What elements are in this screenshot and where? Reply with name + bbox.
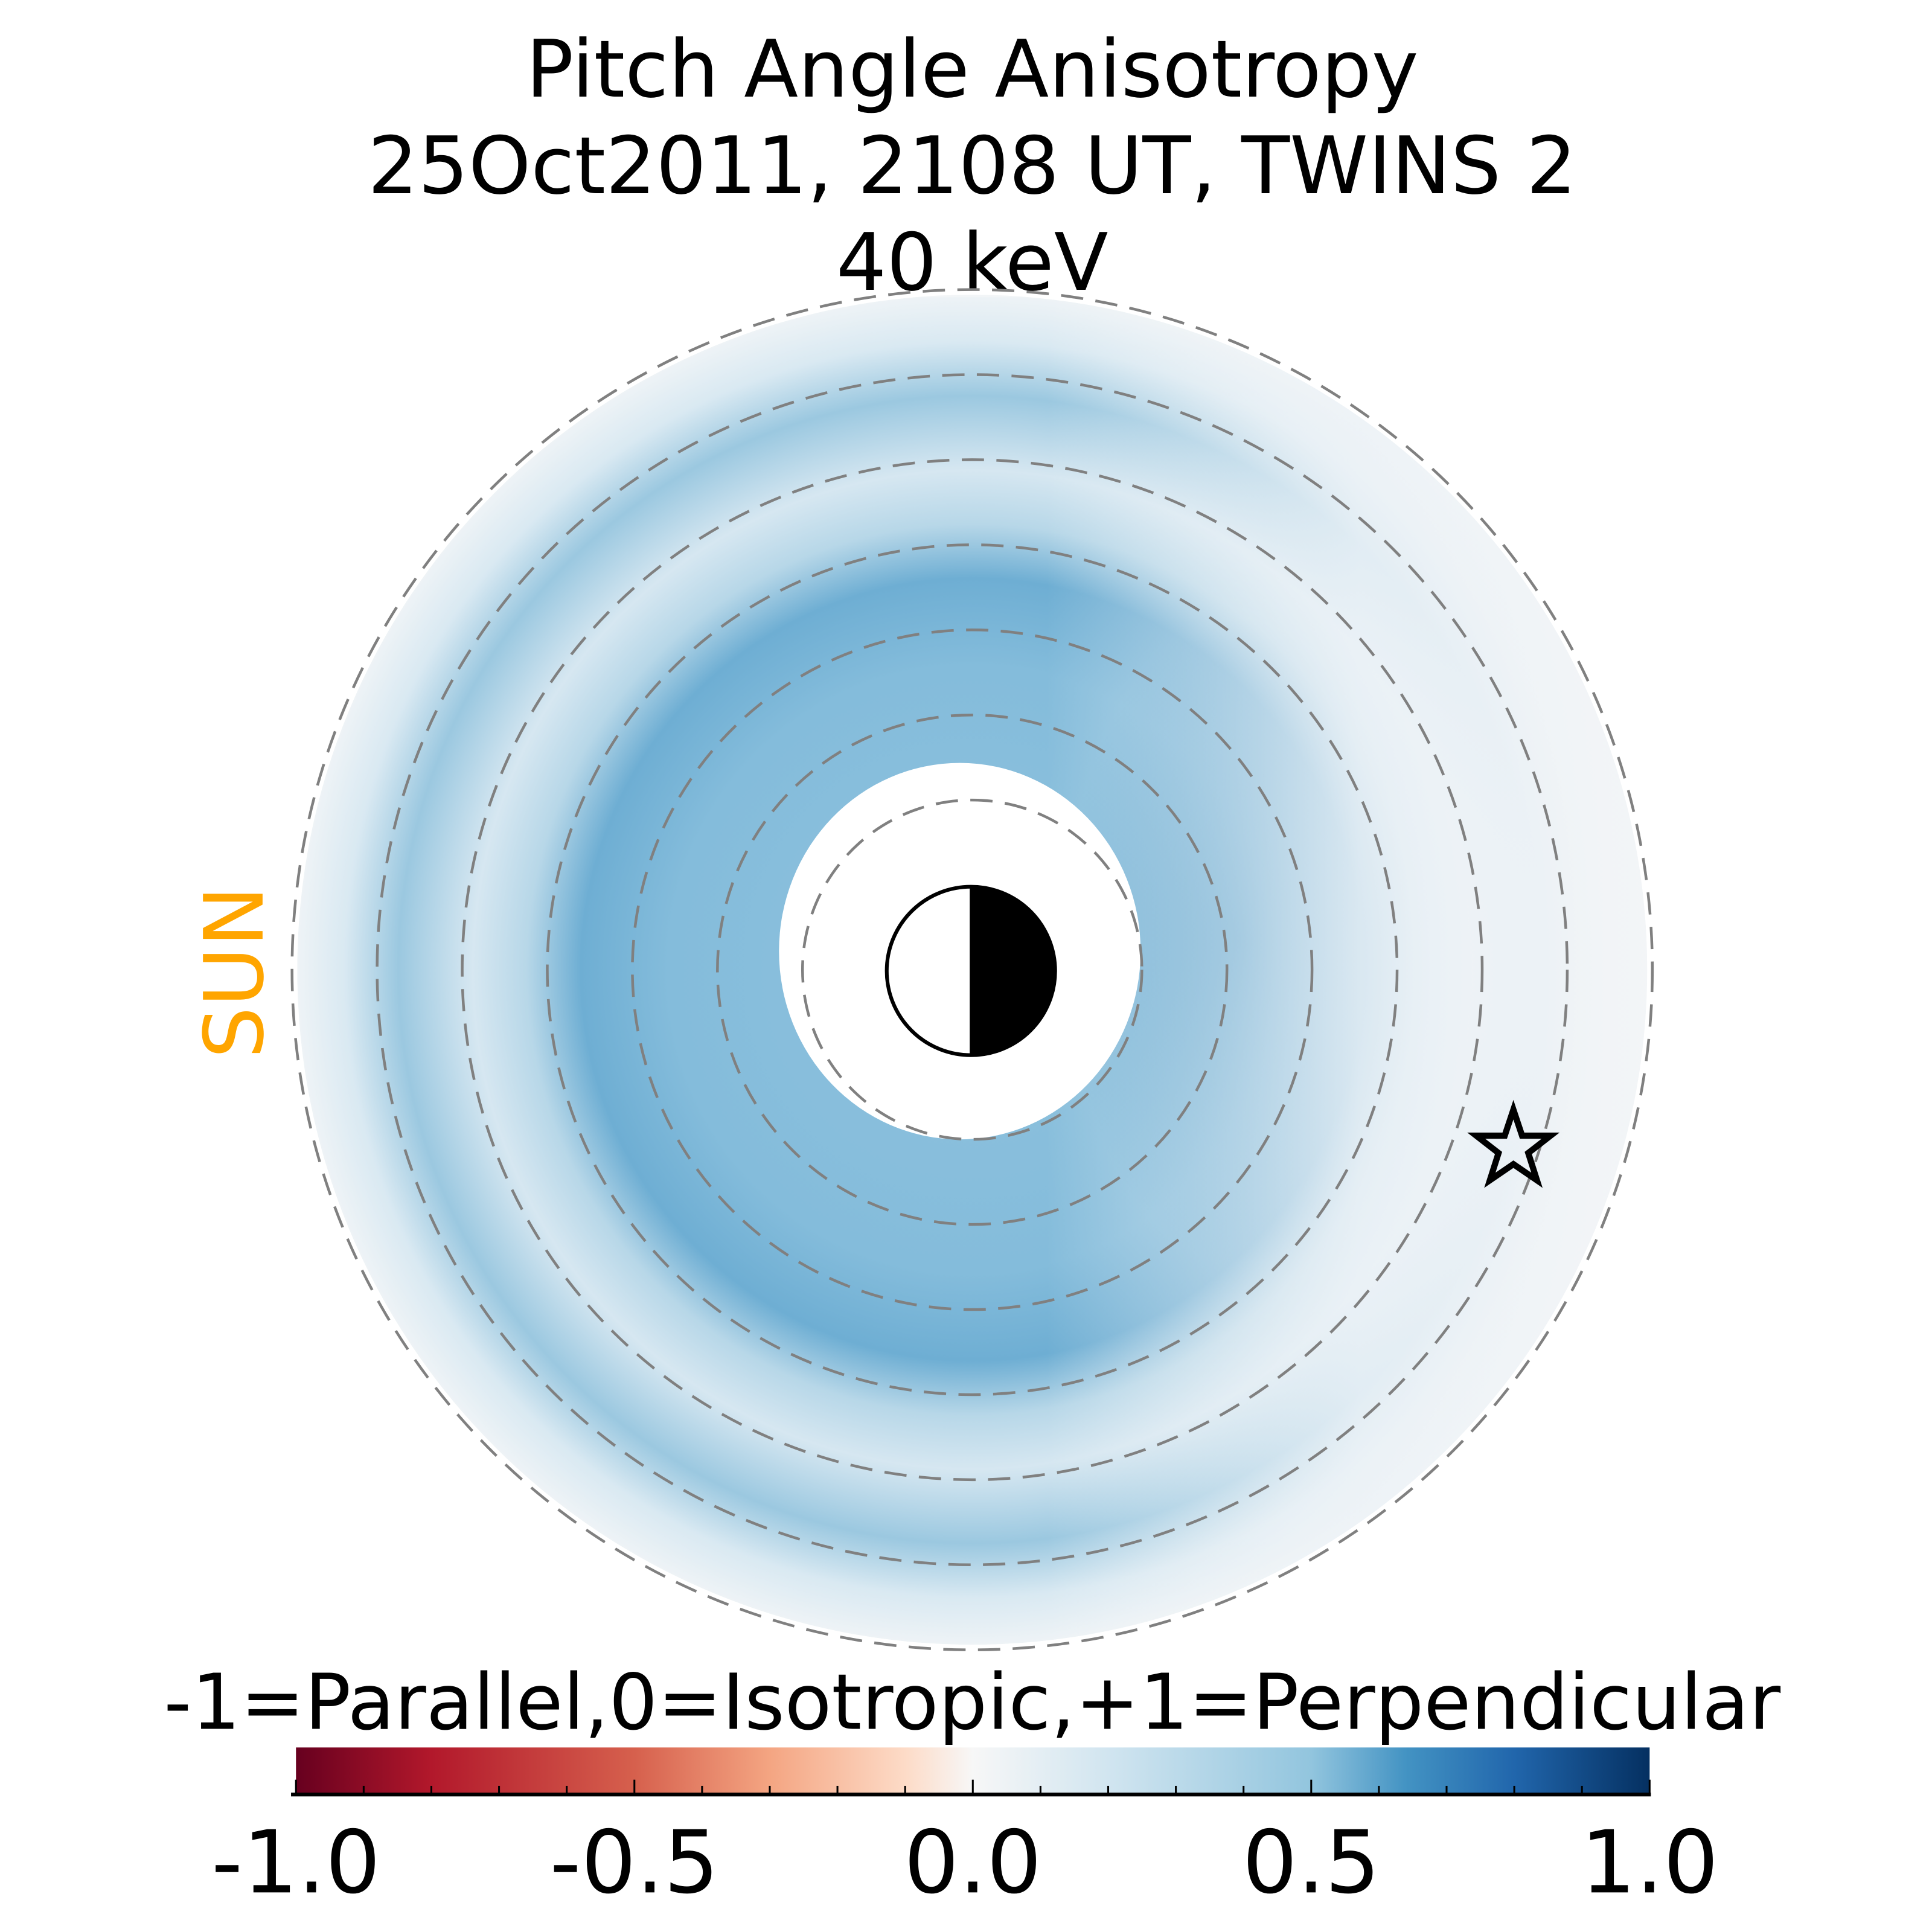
grid-circle — [631, 629, 1314, 1311]
colorbar-label: -1=Parallel,0=Isotropic,+1=Perpendicular — [164, 1658, 1781, 1747]
colorbar-ticks — [295, 1779, 1651, 1794]
colorbar-tick-label: 1.0 — [1581, 1812, 1718, 1913]
earth-icon — [884, 884, 1057, 1057]
colorbar-tick-label: 0.5 — [1243, 1812, 1380, 1913]
colorbar-tick-labels: -1.0 -0.5 0.0 0.5 1.0 — [211, 1812, 1718, 1913]
grid-circle — [801, 798, 1144, 1141]
grid-circle — [290, 288, 1654, 1651]
grid-circle — [716, 713, 1229, 1226]
colorbar-tick-label: 0.0 — [904, 1812, 1041, 1913]
title-line-3: 40 keV — [836, 216, 1108, 309]
grid-circle — [546, 543, 1399, 1396]
title-line-2: 25Oct2011, 2108 UT, TWINS 2 — [368, 120, 1576, 212]
colorbar-tick-label: -1.0 — [211, 1812, 380, 1913]
title-line-1: Pitch Angle Anisotropy — [526, 23, 1419, 115]
colorbar-tick-label: -0.5 — [550, 1812, 719, 1913]
grid-circles — [290, 288, 1654, 1651]
sun-label: SUN — [187, 886, 282, 1058]
grid-circle — [461, 458, 1484, 1482]
star-icon — [1467, 1099, 1560, 1188]
grid-circle — [376, 373, 1569, 1567]
